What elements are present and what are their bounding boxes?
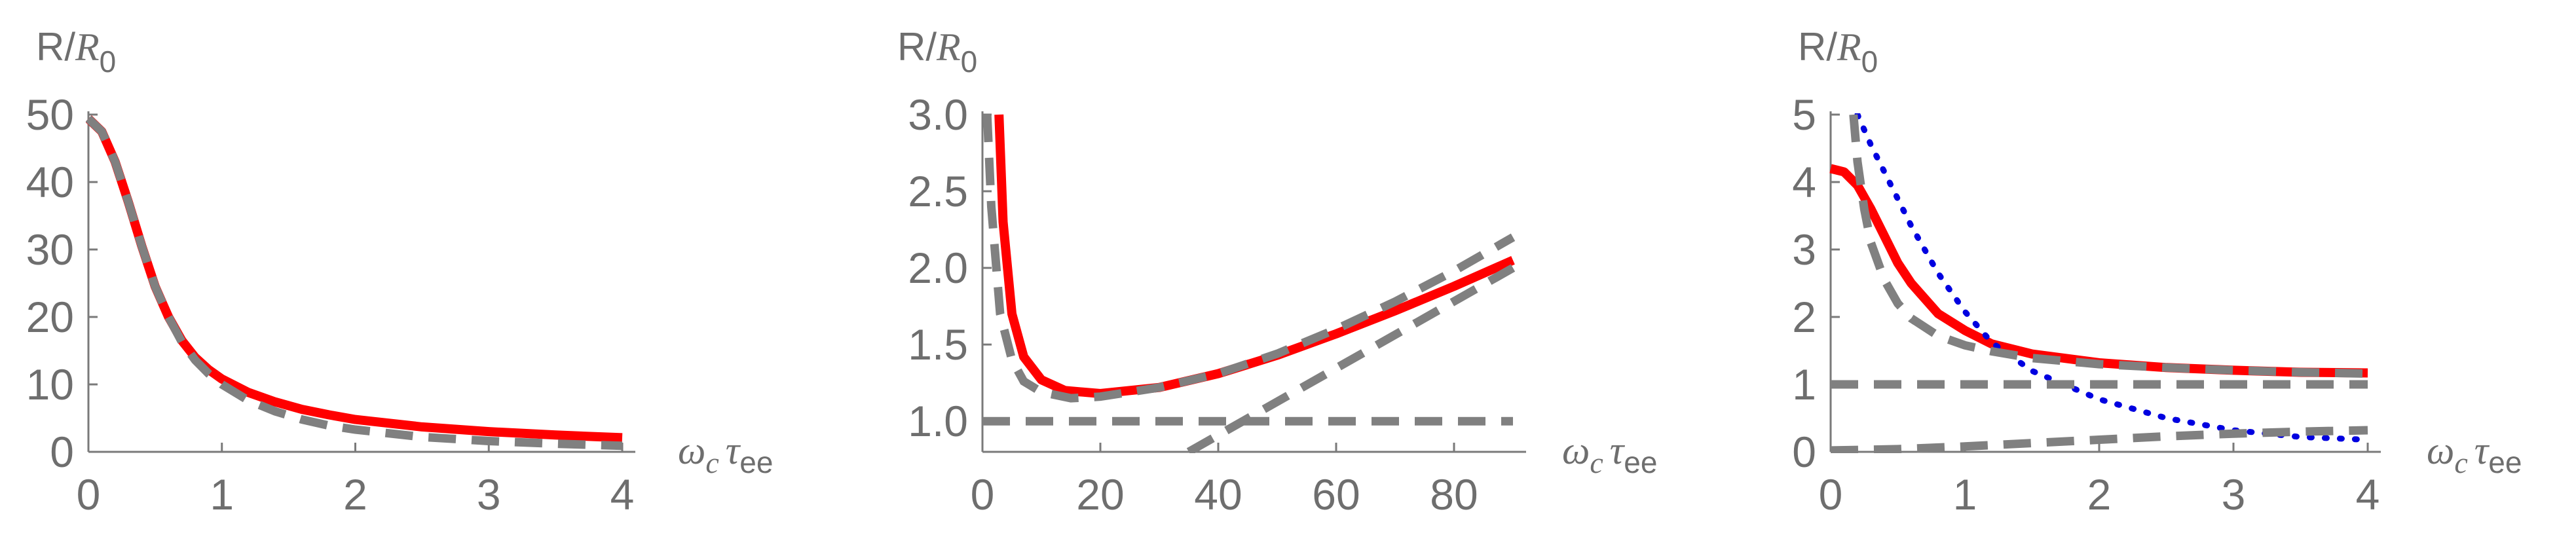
x-tick-label: 1	[1953, 470, 1977, 519]
y-axis-title: R/R0	[897, 25, 977, 79]
series-line-dashed-gray-2	[86, 115, 623, 451]
y-tick-label: 2.0	[908, 244, 968, 292]
y-tick-label: 10	[26, 360, 74, 409]
y-tick-label: 0	[50, 428, 74, 476]
y-tick-label: 1	[1792, 360, 1816, 409]
x-tick-label: 4	[610, 470, 635, 519]
x-tick-label: 40	[1194, 470, 1242, 519]
y-tick-label: 0	[1792, 428, 1816, 476]
x-tick-label: 3	[477, 470, 501, 519]
x-tick-label: 20	[1076, 470, 1124, 519]
series-line-dotted-blue-5	[1854, 113, 2371, 443]
series-line-solid-red-1	[86, 115, 623, 443]
x-tick-label: 0	[971, 470, 995, 519]
y-axis-title: R/R0	[1798, 25, 1878, 79]
y-tick-label: 5	[1792, 90, 1816, 139]
y-tick-label: 20	[26, 293, 74, 341]
y-tick-label: 2.5	[908, 167, 968, 215]
x-tick-label: 2	[343, 470, 367, 519]
y-tick-label: 3.0	[908, 90, 968, 139]
y-tick-label: 3	[1792, 225, 1816, 274]
x-axis-title: ωc τee	[678, 429, 773, 479]
series-line-dashed-gray-2	[1849, 114, 2368, 378]
chart-panel-3: 0 1 2 3 4 0 1 2 3 4 5 R/R0 ωc τee	[1792, 25, 2522, 519]
x-tick-label: 2	[2087, 470, 2112, 519]
x-tick-label: 1	[210, 470, 234, 519]
y-tick-label: 30	[26, 225, 74, 274]
x-tick-label: 0	[77, 470, 101, 519]
x-axis-title: ωc τee	[1562, 429, 1657, 479]
series-line-dashed-gray-2	[982, 114, 1516, 403]
y-axis-title: R/R0	[36, 25, 116, 79]
y-tick-label: 4	[1792, 158, 1816, 206]
y-tick-label: 1.5	[908, 320, 968, 369]
x-tick-label: 60	[1312, 470, 1360, 519]
series-line-dashed-gray-4	[1186, 264, 1516, 453]
x-tick-label: 3	[2222, 470, 2246, 519]
y-tick-label: 1.0	[908, 397, 968, 445]
x-tick-label: 80	[1430, 470, 1478, 519]
chart-panel-2: 0 20 40 60 80 1.0 1.5 2.0 2.5 3.0 R/R0 ωc τee	[897, 25, 1657, 519]
x-axis-title: ωc τee	[2427, 429, 2522, 479]
y-tick-label: 40	[26, 158, 74, 206]
x-tick-label: 4	[2356, 470, 2380, 519]
series-line-solid-red-1	[1829, 164, 2368, 378]
y-tick-label: 50	[26, 90, 74, 139]
y-tick-label: 2	[1792, 293, 1816, 341]
series-line-solid-red-1	[994, 114, 1515, 398]
series-line-dashed-gray-4	[1830, 426, 2368, 453]
x-tick-label: 0	[1819, 470, 1843, 519]
